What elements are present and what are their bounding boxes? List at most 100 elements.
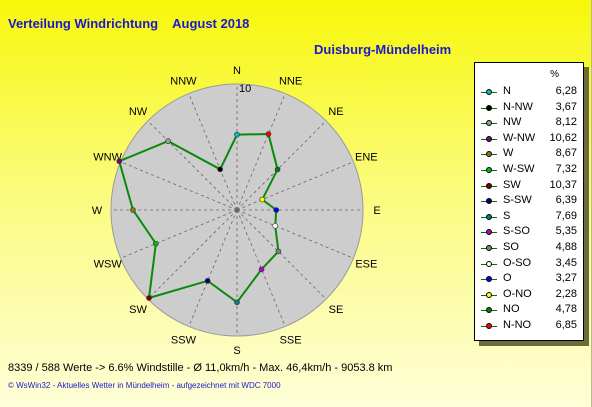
legend-marker — [486, 291, 492, 298]
direction-label: NW — [129, 106, 148, 118]
legend-entry: S 7,69 — [475, 210, 583, 224]
legend-marker — [486, 120, 492, 127]
legend-marker — [486, 182, 492, 189]
chart-title: Verteilung Windrichtung August 2018 — [8, 16, 249, 31]
legend-marker — [486, 307, 492, 314]
data-point — [130, 207, 136, 213]
month-text: August 2018 — [172, 16, 250, 31]
legend-unit: % — [550, 69, 559, 80]
direction-label: NNE — [279, 76, 302, 88]
legend-entry: W-SW 7,32 — [475, 163, 583, 177]
legend: % N 6,28 N-NW 3,67 NW 8,12 W-NW 10,62 W 8,67 W-SW 7… — [474, 62, 584, 341]
spoke-line — [188, 209, 238, 327]
legend-value: 2,28 — [555, 287, 577, 300]
legend-value: 4,78 — [555, 303, 577, 316]
legend-value: 6,39 — [555, 194, 577, 207]
legend-label: O-NO — [503, 287, 532, 300]
legend-value: 3,67 — [555, 100, 577, 113]
direction-label: NE — [328, 106, 343, 118]
data-point — [273, 207, 280, 213]
data-point — [275, 248, 282, 255]
direction-label: ESE — [355, 259, 377, 271]
legend-marker — [486, 229, 492, 236]
legend-value: 8,12 — [555, 116, 577, 129]
direction-label: S — [233, 345, 240, 357]
legend-value: 4,88 — [555, 241, 577, 253]
title-text: Verteilung Windrichtung — [8, 16, 159, 31]
stats-line: 8339 / 588 Werte -> 6.6% Windstille - Ø … — [8, 362, 393, 374]
legend-entry: NO 4,78 — [475, 303, 583, 317]
legend-entry: SW 10,37 — [475, 179, 583, 193]
spoke-line — [147, 209, 238, 300]
legend-value: 3,27 — [555, 272, 577, 285]
legend-label: N-NO — [503, 319, 532, 331]
spoke-line — [188, 93, 238, 211]
legend-label: S-SO — [503, 225, 530, 238]
spoke-line — [236, 209, 354, 259]
legend-label: W — [503, 147, 514, 160]
legend-marker — [486, 245, 492, 251]
data-point — [153, 240, 159, 247]
legend-label: S — [503, 209, 511, 222]
legend-entry: W-NW 10,62 — [475, 132, 583, 146]
data-point — [259, 196, 266, 203]
legend-entry: N-NO 6,85 — [475, 319, 583, 333]
data-point — [234, 299, 240, 306]
legend-entry: N 6,28 — [475, 85, 583, 99]
direction-label: SE — [329, 304, 344, 316]
legend-entry: O-SO 3,45 — [475, 257, 583, 271]
legend-label: N-NW — [503, 100, 533, 113]
legend-entry: O 3,27 — [475, 272, 583, 286]
spoke-line — [147, 120, 238, 211]
legend-marker — [486, 151, 492, 158]
spoke-line — [236, 209, 327, 300]
legend-marker — [486, 323, 492, 329]
direction-label: NNW — [170, 76, 197, 88]
legend-value: 8,67 — [555, 147, 577, 160]
direction-label: SSW — [171, 334, 197, 346]
legend-value: 10,37 — [549, 178, 577, 191]
legend-entry: SO 4,88 — [475, 241, 583, 255]
legend-label: O-SO — [503, 256, 532, 269]
legend-label: W-NW — [503, 131, 536, 144]
direction-label: WSW — [94, 259, 123, 271]
legend-marker — [486, 198, 492, 205]
data-point — [272, 223, 279, 229]
direction-label: N — [233, 65, 241, 77]
spoke-line — [120, 209, 238, 259]
legend-marker — [486, 276, 492, 283]
spoke-line — [236, 120, 327, 211]
direction-label: W — [92, 205, 103, 217]
data-point — [116, 158, 123, 165]
legend-value: 7,69 — [555, 209, 577, 222]
direction-label: SW — [129, 304, 147, 316]
data-point — [274, 166, 281, 173]
legend-value: 7,32 — [555, 163, 577, 175]
legend-entry: S-SO 5,35 — [475, 225, 583, 239]
legend-label: SO — [503, 241, 519, 253]
footer-text: © WsWin32 - Aktuelles Wetter in Mündelhe… — [8, 381, 281, 390]
station-name: Duisburg-Mündelheim — [314, 42, 452, 57]
legend-label: W-SW — [503, 163, 535, 175]
direction-label: SSE — [280, 334, 302, 346]
legend-marker — [486, 135, 492, 142]
legend-label: N — [503, 85, 511, 97]
legend-entry: W 8,67 — [475, 147, 583, 161]
data-point — [217, 166, 223, 173]
data-point — [258, 266, 265, 273]
spoke-line — [236, 161, 354, 211]
data-point — [265, 131, 272, 137]
direction-label: ENE — [355, 151, 378, 163]
legend-value: 10,62 — [549, 131, 577, 144]
legend-label: NO — [503, 303, 520, 316]
data-point — [146, 295, 152, 301]
legend-marker — [486, 260, 492, 267]
legend-value: 5,35 — [555, 225, 577, 238]
legend-marker — [486, 167, 492, 173]
legend-entry: S-SW 6,39 — [475, 194, 583, 208]
direction-label: E — [373, 205, 380, 217]
ring-label: 10 — [239, 83, 251, 95]
legend-entry: N-NW 3,67 — [475, 101, 583, 115]
